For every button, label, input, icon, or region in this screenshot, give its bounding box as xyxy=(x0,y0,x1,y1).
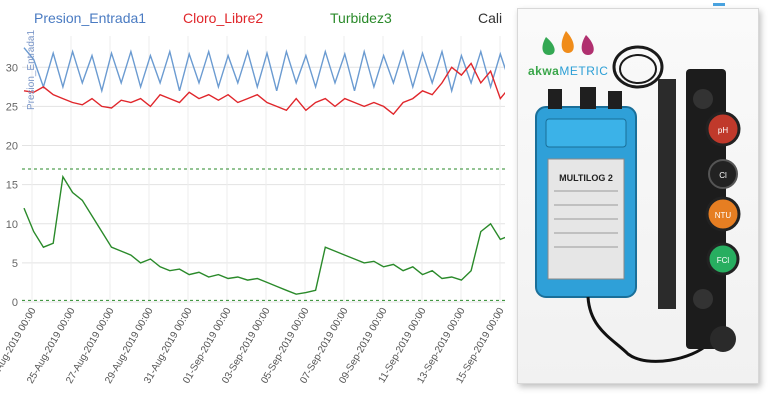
series-line-presion-entrada1 xyxy=(23,47,505,94)
y-tick-label: 20 xyxy=(6,141,18,153)
series-line-turbidez3 xyxy=(23,174,505,295)
mounting-rail xyxy=(658,79,676,309)
device-name: MULTILOG 2 xyxy=(559,173,613,183)
brand-part2: METRIC xyxy=(559,64,609,78)
chart: 0 5 10 15 20 25 30 23-Aug-2019 00:0025-Aug-201… xyxy=(0,30,505,386)
y-tick-label: 25 xyxy=(6,101,18,113)
y-tick-labels: 0 5 10 15 20 25 30 xyxy=(6,62,18,309)
legend-cali[interactable]: Cali xyxy=(478,10,503,26)
drops-logo-icon xyxy=(542,31,594,55)
y-tick-label: 30 xyxy=(6,62,18,74)
product-photo: MULTILOG 2 pH Cl NTU FCl xyxy=(517,8,759,384)
legend-turbidez[interactable]: Turbidez3 xyxy=(330,10,392,26)
legend-cloro-libre[interactable]: Cloro_Libre2 xyxy=(183,10,264,26)
y-tick-label: 5 xyxy=(12,258,18,270)
series-line-cloro-libre2 xyxy=(23,62,505,116)
svg-text:FCl: FCl xyxy=(717,256,730,265)
series-layer xyxy=(23,47,505,295)
y-axis-title: Presion_Entrada1 xyxy=(26,30,37,110)
legend-presion-entrada[interactable]: Presion_Entrada1 xyxy=(34,10,147,26)
chart-panel: 0 5 10 15 20 25 30 23-Aug-2019 00:00 25-Aug-201… xyxy=(0,10,505,386)
brand-logo: akwaMETRIC xyxy=(528,64,608,78)
product-photo-panel: MULTILOG 2 pH Cl NTU FCl xyxy=(505,0,770,400)
corner-mark xyxy=(713,3,725,6)
sensor-stack: pH Cl NTU FCl xyxy=(686,69,741,352)
y-tick-label: 10 xyxy=(6,219,18,231)
svg-text:pH: pH xyxy=(718,126,728,135)
y-tick-label: 0 xyxy=(12,297,18,309)
svg-text:Cl: Cl xyxy=(719,171,727,180)
device-illustration: MULTILOG 2 pH Cl NTU FCl xyxy=(535,31,741,363)
svg-text:NTU: NTU xyxy=(715,211,732,220)
y-tick-label: 15 xyxy=(6,180,18,192)
brand-part1: akwa xyxy=(528,64,560,78)
